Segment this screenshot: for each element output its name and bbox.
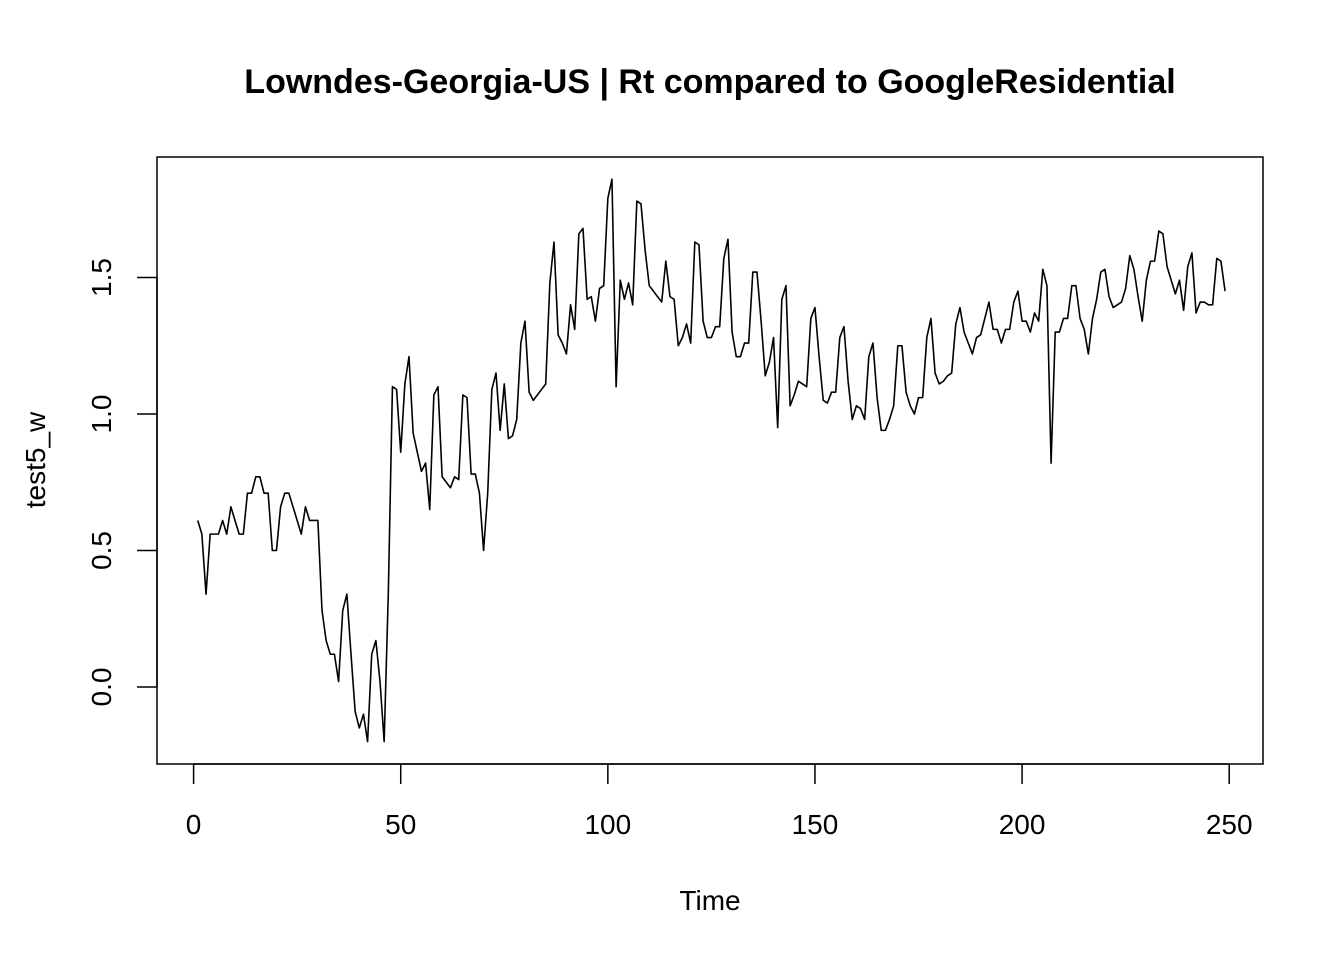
y-tick-label: 0.5 <box>86 531 117 570</box>
y-tick-label: 0.0 <box>86 668 117 707</box>
y-axis-label: test5_w <box>20 411 51 508</box>
chart-title: Lowndes-Georgia-US | Rt compared to Goog… <box>244 63 1175 101</box>
x-tick-label: 150 <box>792 809 839 840</box>
x-tick-label: 250 <box>1206 809 1253 840</box>
y-tick-label: 1.0 <box>86 395 117 434</box>
x-tick-label: 50 <box>385 809 416 840</box>
x-axis-label: Time <box>679 885 740 916</box>
x-axis: 0 50 100 150 200 250 <box>186 763 1253 840</box>
x-tick-label: 200 <box>999 809 1046 840</box>
y-axis: 0.0 0.5 1.0 1.5 <box>86 258 158 707</box>
x-tick-label: 100 <box>584 809 631 840</box>
x-tick-label: 0 <box>186 809 202 840</box>
plot-frame <box>156 156 1264 765</box>
series-line <box>196 178 1226 743</box>
y-tick-label: 1.5 <box>86 258 117 297</box>
